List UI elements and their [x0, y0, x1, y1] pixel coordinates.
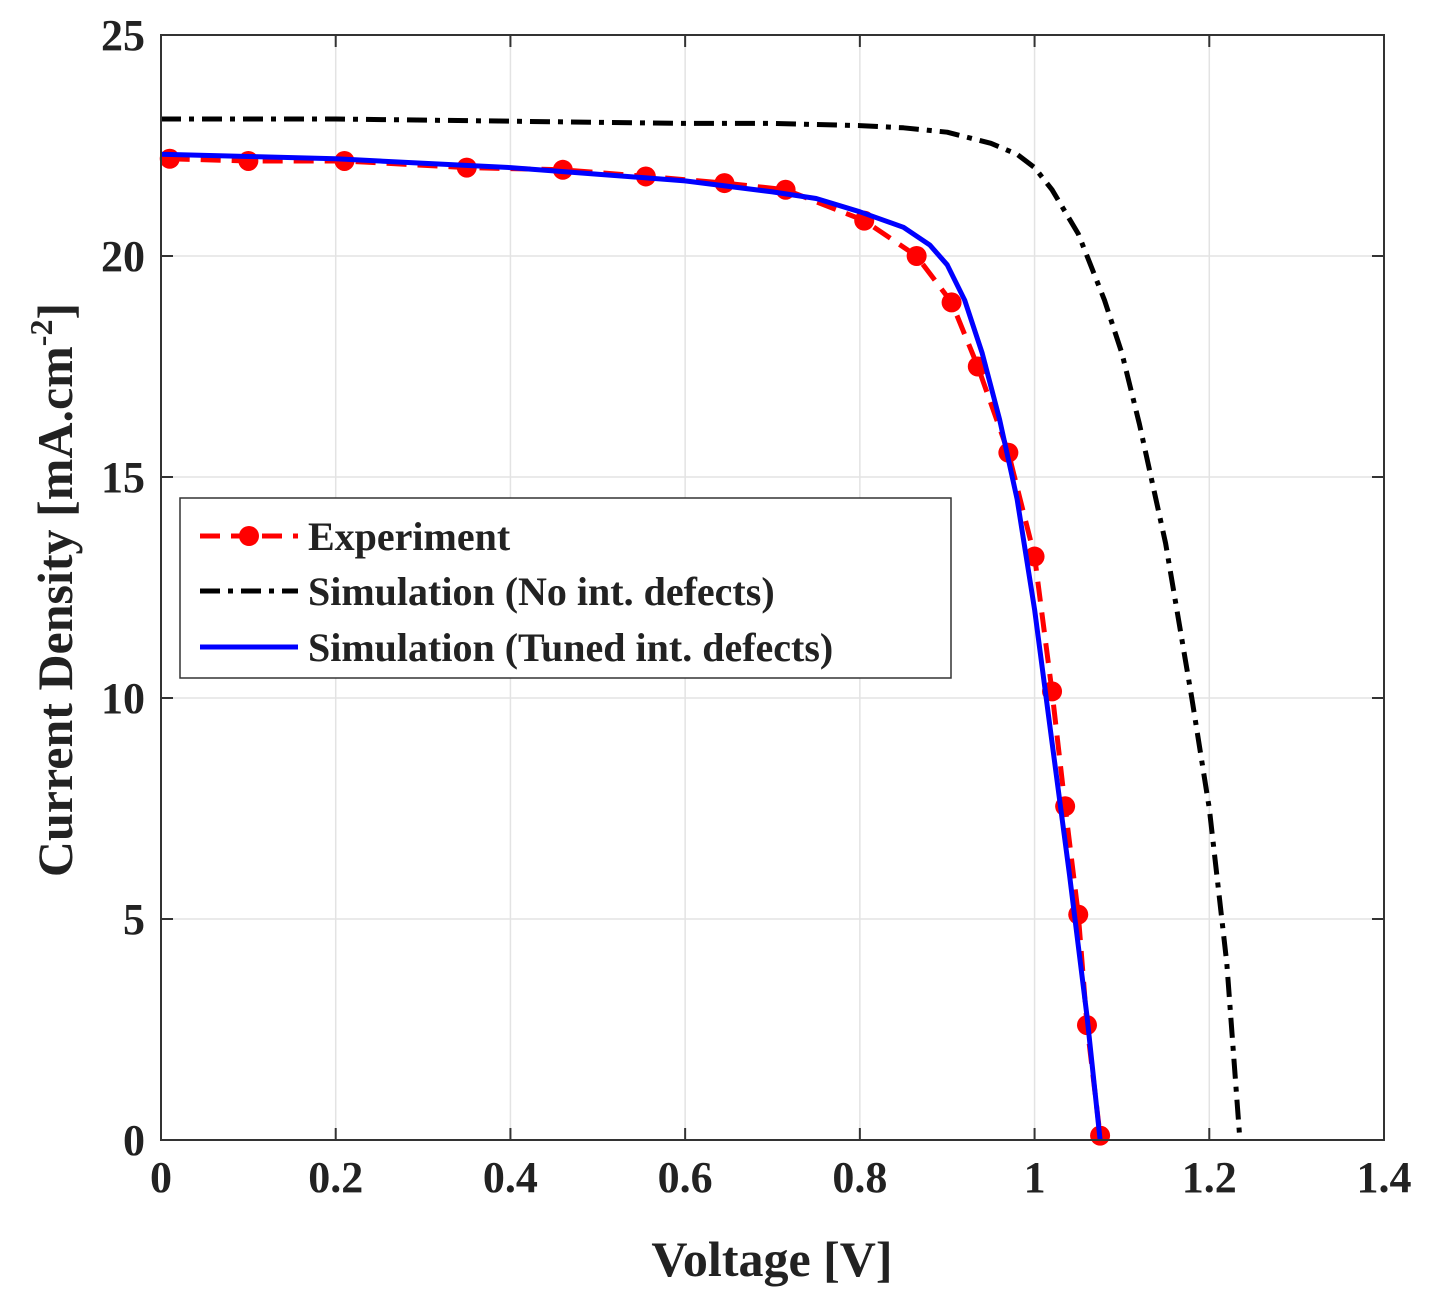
data-point-experiment [906, 246, 927, 266]
legend-marker-experiment [239, 526, 259, 546]
y-tick-label: 20 [101, 232, 145, 281]
data-point-experiment [1024, 546, 1045, 567]
y-axis-title-superscript: -2 [23, 320, 59, 347]
legend-item-experiment: Experiment [200, 514, 511, 559]
x-axis-title: Voltage [V] [651, 1231, 892, 1287]
y-tick-label: 5 [123, 895, 145, 944]
data-point-experiment [159, 148, 180, 169]
plot-frame [160, 34, 1385, 1141]
legend-item-tuned-int-defects: Simulation (Tuned int. defects) [200, 625, 833, 670]
legend: Experiment Simulation (No int. defects) … [179, 497, 952, 679]
y-axis-title: Current Density [mA.cm-2] [23, 303, 83, 877]
x-tick-label: 1.4 [1357, 1153, 1412, 1202]
legend-label-no-int-defects: Simulation (No int. defects) [308, 569, 775, 614]
x-tick-label: 0.2 [308, 1153, 363, 1202]
x-tick-label: 1 [1024, 1153, 1046, 1202]
series-line-simulation-tuned-int-defects [160, 151, 1103, 1141]
x-tick-label: 1.2 [1182, 1153, 1237, 1202]
series-layer [159, 116, 1243, 1146]
legend-label-experiment: Experiment [308, 514, 511, 559]
x-tick-label: 0.4 [483, 1153, 538, 1202]
x-tick-label: 0.8 [832, 1153, 887, 1202]
y-tick-label: 0 [123, 1116, 145, 1165]
axis-ticks: 0 0.2 0.4 0.6 0.8 1 1.2 1.4 0 5 10 15 20 25 [101, 11, 1412, 1202]
y-tick-label: 10 [101, 674, 145, 723]
x-tick-label: 0 [150, 1153, 172, 1202]
legend-box [179, 497, 952, 679]
y-axis-title-main: Current Density [mA.cm [27, 346, 83, 877]
data-point-experiment [941, 292, 962, 313]
y-tick-label: 25 [101, 11, 145, 60]
legend-item-no-int-defects: Simulation (No int. defects) [200, 569, 775, 614]
y-axis-title-close: ] [27, 303, 83, 320]
legend-label-tuned-int-defects: Simulation (Tuned int. defects) [308, 625, 833, 670]
x-tick-label: 0.6 [658, 1153, 713, 1202]
y-tick-label: 15 [101, 453, 145, 502]
